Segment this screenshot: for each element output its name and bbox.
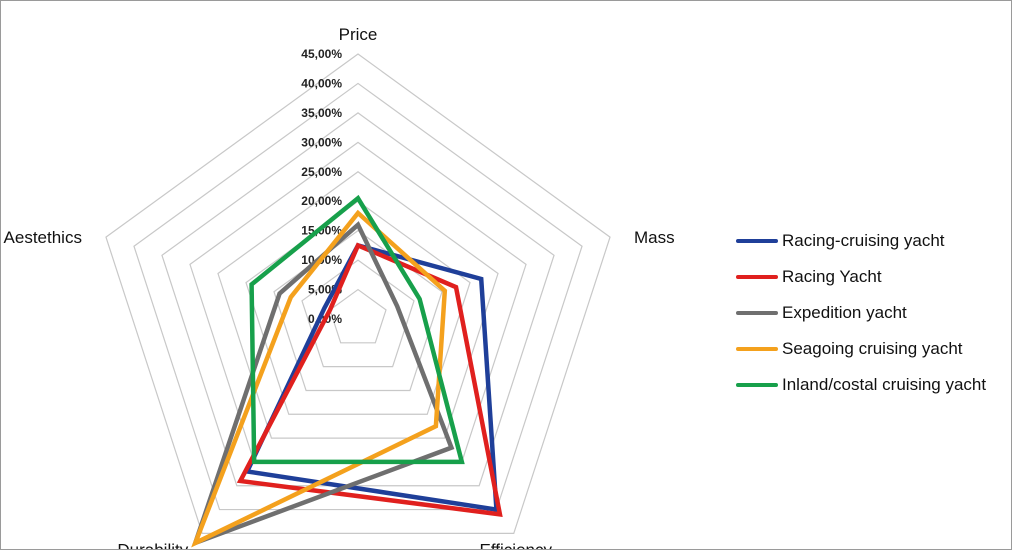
radar-series	[191, 194, 503, 548]
tick-label: 35,00%	[301, 106, 342, 120]
axis-label-aestethics: Aestethics	[4, 228, 82, 247]
series-line-2	[191, 221, 455, 547]
legend-item-expedition: Expedition yacht	[736, 295, 1011, 331]
legend-label: Seagoing cruising yacht	[782, 339, 963, 358]
tick-labels: 0,00%5,00%10,00%15,00%20,00%25,00%30,00%…	[301, 47, 342, 326]
legend-label: Expedition yacht	[782, 303, 907, 322]
series-line-3	[191, 209, 448, 548]
axis-label-efficiency: Efficiency	[480, 540, 553, 549]
grid-ring	[329, 288, 387, 344]
series-line-0	[243, 242, 499, 513]
legend-swatch	[736, 347, 778, 351]
tick-label: 20,00%	[301, 194, 342, 208]
tick-label: 45,00%	[301, 47, 342, 61]
grid-ring	[161, 112, 555, 487]
axis-label-mass: Mass	[634, 228, 675, 247]
tick-label: 25,00%	[301, 165, 342, 179]
legend-label: Racing Yacht	[782, 267, 882, 286]
legend-swatch	[736, 311, 778, 315]
legend-label: Racing-cruising yacht	[782, 231, 945, 250]
series-line-1	[236, 242, 503, 517]
grid-ring	[217, 171, 499, 439]
legend-item-racing: Racing Yacht	[736, 259, 1011, 295]
grid-ring	[105, 53, 611, 534]
legend-swatch	[736, 275, 778, 279]
legend-item-racing-cruising: Racing-cruising yacht	[736, 223, 1011, 259]
legend-label: Inland/costal cruising yacht	[782, 375, 987, 394]
legend: Racing-cruising yacht Racing Yacht Exped…	[736, 223, 1011, 403]
legend-swatch	[736, 383, 778, 387]
grid-ring	[133, 82, 583, 511]
grid-ring	[301, 259, 415, 368]
tick-label: 30,00%	[301, 135, 342, 149]
legend-item-inland: Inland/costal cruising yacht	[736, 367, 1011, 403]
legend-item-seagoing: Seagoing cruising yacht	[736, 331, 1011, 367]
tick-label: 40,00%	[301, 76, 342, 90]
grid-ring	[273, 229, 443, 392]
axis-label-durability: Durability	[117, 540, 188, 549]
axis-label-price: Price	[339, 25, 378, 44]
series-line-4	[249, 194, 465, 465]
axis-labels: Price Mass Efficiency Durability Aestethics	[4, 25, 675, 549]
legend-swatch	[736, 239, 778, 243]
